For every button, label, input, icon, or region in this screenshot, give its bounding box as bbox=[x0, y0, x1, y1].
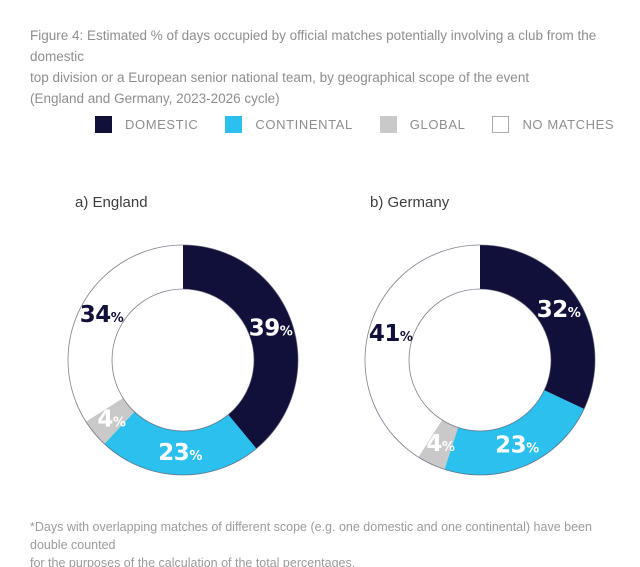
legend-label-global: GLOBAL bbox=[409, 117, 466, 132]
slice-label-continental: 23% bbox=[158, 440, 202, 466]
donut-slice-domestic bbox=[183, 245, 298, 449]
donut-inner-rim bbox=[408, 288, 552, 432]
slice-label-domestic: 39% bbox=[249, 315, 293, 341]
no-matches-swatch-icon bbox=[492, 116, 510, 133]
legend-label-domestic: DOMESTIC bbox=[125, 117, 199, 132]
donut-chart-england: 39% 23% 4% 34% bbox=[67, 244, 299, 476]
legend-item-continental: CONTINENTAL bbox=[225, 116, 352, 133]
donut-slice-no-matches bbox=[68, 245, 183, 422]
chart-title-england: a) England bbox=[75, 194, 148, 211]
legend-label-no-matches: NO MATCHES bbox=[522, 117, 615, 132]
slice-label-continental: 23% bbox=[495, 432, 539, 458]
figure-title: Figure 4: Estimated % of days occupied b… bbox=[30, 28, 597, 106]
legend-item-domestic: DOMESTIC bbox=[95, 116, 198, 133]
legend-item-global: GLOBAL bbox=[379, 116, 466, 133]
chart-title-germany: b) Germany bbox=[370, 194, 450, 211]
donut-outer-rim bbox=[67, 244, 299, 476]
donut-slice-no-matches bbox=[365, 245, 480, 458]
figure-footnote: *Days with overlapping matches of differ… bbox=[30, 520, 592, 567]
continental-swatch-icon bbox=[225, 116, 243, 133]
legend: DOMESTIC CONTINENTAL GLOBAL NO MATCHES bbox=[95, 116, 614, 133]
domestic-swatch-icon bbox=[95, 116, 112, 133]
donut-chart-germany: 32% 23% 4% 41% bbox=[364, 244, 596, 476]
donut-outer-rim bbox=[364, 244, 596, 476]
legend-label-continental: CONTINENTAL bbox=[255, 117, 353, 132]
slice-label-no-matches: 41% bbox=[369, 321, 413, 347]
donut-slice-continental bbox=[104, 411, 257, 475]
slice-label-global: 4% bbox=[97, 406, 126, 432]
global-swatch-icon bbox=[379, 116, 397, 133]
donut-inner-rim bbox=[111, 288, 255, 432]
slice-label-global: 4% bbox=[426, 431, 455, 457]
legend-item-no-matches: NO MATCHES bbox=[492, 116, 614, 133]
donut-slice-global bbox=[418, 419, 459, 470]
donut-slice-global bbox=[85, 398, 135, 444]
donut-slice-domestic bbox=[480, 245, 595, 409]
donut-slice-continental bbox=[444, 390, 585, 475]
slice-label-no-matches: 34% bbox=[80, 302, 124, 328]
slice-label-domestic: 32% bbox=[537, 297, 581, 323]
